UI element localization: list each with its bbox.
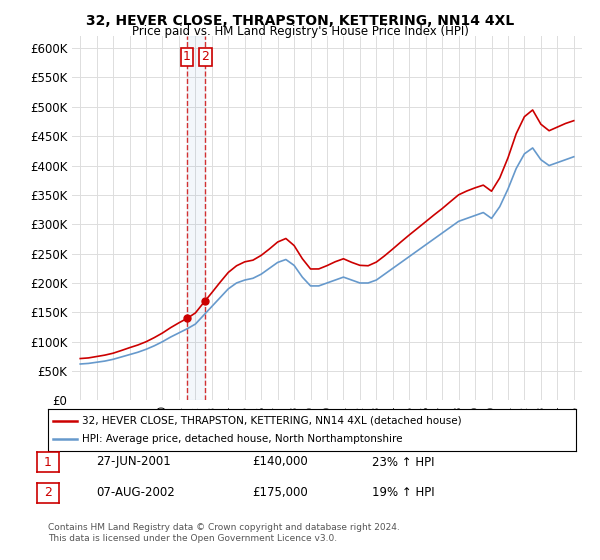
- Text: 07-AUG-2002: 07-AUG-2002: [96, 486, 175, 500]
- Bar: [187, 36, 205, 400]
- Text: 27-JUN-2001: 27-JUN-2001: [96, 455, 171, 469]
- Text: 1: 1: [44, 455, 52, 469]
- Text: Price paid vs. HM Land Registry's House Price Index (HPI): Price paid vs. HM Land Registry's House …: [131, 25, 469, 38]
- Text: £175,000: £175,000: [252, 486, 308, 500]
- Text: 19% ↑ HPI: 19% ↑ HPI: [372, 486, 434, 500]
- Text: Contains HM Land Registry data © Crown copyright and database right 2024.
This d: Contains HM Land Registry data © Crown c…: [48, 524, 400, 543]
- Text: £140,000: £140,000: [252, 455, 308, 469]
- Text: 1: 1: [183, 50, 191, 63]
- Text: 32, HEVER CLOSE, THRAPSTON, KETTERING, NN14 4XL: 32, HEVER CLOSE, THRAPSTON, KETTERING, N…: [86, 14, 514, 28]
- Text: 23% ↑ HPI: 23% ↑ HPI: [372, 455, 434, 469]
- Text: 32, HEVER CLOSE, THRAPSTON, KETTERING, NN14 4XL (detached house): 32, HEVER CLOSE, THRAPSTON, KETTERING, N…: [82, 416, 462, 426]
- Text: 2: 2: [44, 486, 52, 500]
- Text: HPI: Average price, detached house, North Northamptonshire: HPI: Average price, detached house, Nort…: [82, 434, 403, 444]
- Text: 2: 2: [202, 50, 209, 63]
